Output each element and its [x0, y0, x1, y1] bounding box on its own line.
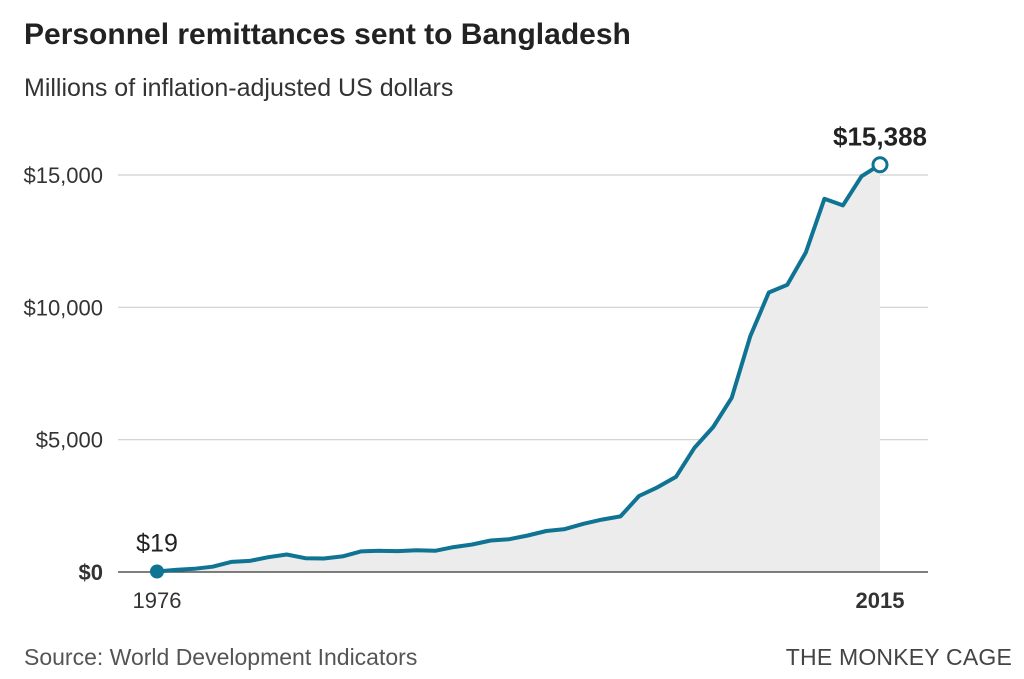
chart-subtitle: Millions of inflation-adjusted US dollar…	[24, 74, 454, 102]
series-line	[155, 162, 882, 574]
chart-title: Personnel remittances sent to Bangladesh	[24, 18, 631, 51]
y-tick-label: $15,000	[23, 163, 103, 188]
y-tick-label: $0	[79, 560, 103, 585]
start-point	[150, 564, 164, 579]
x-axis-ticks: 1976 2015	[133, 588, 905, 613]
x-tick-label: 1976	[133, 588, 182, 613]
y-tick-label: $5,000	[36, 428, 103, 453]
y-axis-ticks: $0 $5,000 $10,000 $15,000	[23, 163, 103, 585]
data-label: $19	[136, 529, 178, 557]
annotations: $19 $15,388	[136, 122, 927, 558]
data-label: $15,388	[833, 122, 927, 152]
x-tick-label: 2015	[856, 588, 905, 613]
credit-label: THE MONKEY CAGE	[785, 644, 1012, 670]
y-tick-label: $10,000	[23, 295, 103, 320]
area-fill	[157, 164, 880, 572]
data-points	[150, 156, 889, 579]
end-point	[871, 156, 889, 174]
source-note: Source: World Development Indicators	[24, 644, 418, 670]
